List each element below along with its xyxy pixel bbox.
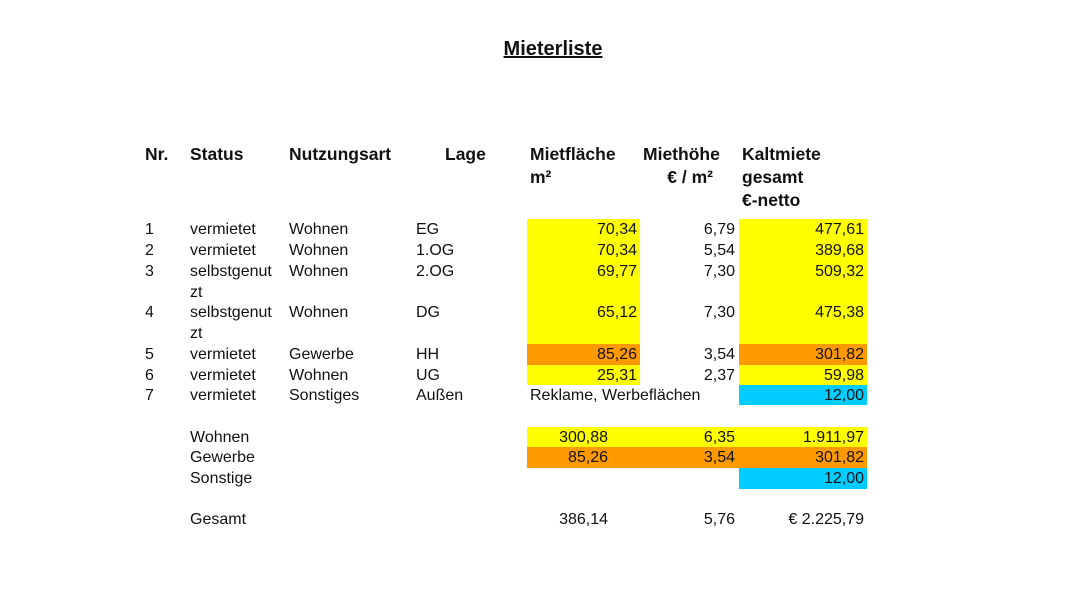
header-line: Miethöhe xyxy=(643,144,720,164)
row-nutzungsart: Wohnen xyxy=(289,263,349,280)
row-nr: 3 xyxy=(145,263,154,280)
row-nr: 6 xyxy=(145,367,154,384)
row-status: vermietet xyxy=(190,242,256,259)
header-line: m² xyxy=(530,167,552,187)
row-lage: 1.OG xyxy=(416,242,455,259)
cell-highlight xyxy=(739,302,867,344)
cell-highlight xyxy=(527,219,640,240)
cell-highlight xyxy=(527,344,640,365)
row-status: selbstgenut xyxy=(190,263,272,280)
row-status-wrap: zt xyxy=(190,325,203,342)
cell-highlight xyxy=(739,385,867,405)
row-miethoehe: 5,54 xyxy=(703,242,735,259)
cell-highlight xyxy=(739,240,867,261)
row-lage: EG xyxy=(416,221,440,238)
row-nr: 4 xyxy=(145,304,154,321)
row-kaltmiete: 59,98 xyxy=(823,367,864,384)
row-status: vermietet xyxy=(190,387,256,404)
header-line: €-netto xyxy=(742,190,801,210)
summary-miethoehe: 3,54 xyxy=(703,449,735,466)
row-status: vermietet xyxy=(190,221,256,238)
row-lage: Außen xyxy=(416,387,464,404)
summary-kaltmiete: 1.911,97 xyxy=(802,429,864,446)
header-line: Mietfläche xyxy=(530,144,616,164)
row-kaltmiete: 475,38 xyxy=(815,304,864,321)
cell-highlight xyxy=(527,240,640,261)
summary-mietflaeche: 300,88 xyxy=(559,429,608,446)
row-nutzungsart: Wohnen xyxy=(289,242,349,259)
header-miethoehe: Miethöhe € / m² xyxy=(643,143,720,189)
row-nr: 1 xyxy=(145,221,154,238)
row-kaltmiete: 389,68 xyxy=(815,242,864,259)
summary-label: Wohnen xyxy=(190,429,250,446)
row-status: selbstgenut xyxy=(190,304,272,321)
row-lage: HH xyxy=(416,346,440,363)
header-mietflaeche: Mietfläche m² xyxy=(530,143,616,189)
row-mietflaeche: 65,12 xyxy=(596,304,637,321)
summary-kaltmiete: 301,82 xyxy=(815,449,864,466)
page-title: Mieterliste xyxy=(503,38,603,60)
summary-miethoehe: 6,35 xyxy=(703,429,735,446)
row-lage: 2.OG xyxy=(416,263,455,280)
summary-highlight xyxy=(739,468,867,489)
cell-highlight xyxy=(527,261,640,302)
row-mietflaeche: 69,77 xyxy=(596,263,637,280)
row-status: vermietet xyxy=(190,346,256,363)
header-nutzungsart: Nutzungsart xyxy=(289,144,392,164)
header-line: gesamt xyxy=(742,167,804,187)
summary-label: Gewerbe xyxy=(190,449,255,466)
cell-highlight xyxy=(527,365,640,385)
header-status: Status xyxy=(190,144,244,164)
row-miethoehe: 7,30 xyxy=(703,263,735,280)
row-miethoehe: 7,30 xyxy=(703,304,735,321)
row-status-wrap: zt xyxy=(190,284,203,301)
row-miethoehe: 2,37 xyxy=(703,367,735,384)
header-nr: Nr. xyxy=(145,144,169,164)
row-mietflaeche: 85,26 xyxy=(596,346,637,363)
summary-highlight xyxy=(527,427,867,448)
row-kaltmiete: 477,61 xyxy=(815,221,864,238)
row-mietflaeche: 70,34 xyxy=(596,242,637,259)
header-lage: Lage xyxy=(445,144,486,164)
row-miethoehe: 6,79 xyxy=(703,221,735,238)
row-mietflaeche: 70,34 xyxy=(596,221,637,238)
summary-kaltmiete: 12,00 xyxy=(823,470,864,487)
row-nutzungsart: Wohnen xyxy=(289,367,349,384)
row-note: Reklame, Werbeflächen xyxy=(530,387,701,404)
cell-highlight xyxy=(739,219,867,240)
cell-highlight xyxy=(739,261,867,302)
row-nr: 5 xyxy=(145,346,154,363)
total-mietflaeche: 386,14 xyxy=(559,511,608,528)
summary-label: Sonstige xyxy=(190,470,253,487)
row-nr: 7 xyxy=(145,387,154,404)
total-label: Gesamt xyxy=(190,511,247,528)
row-lage: DG xyxy=(416,304,440,321)
row-nr: 2 xyxy=(145,242,154,259)
cell-highlight xyxy=(739,344,867,365)
summary-mietflaeche: 85,26 xyxy=(567,449,608,466)
total-kaltmiete: € 2.225,79 xyxy=(788,511,864,528)
cell-highlight xyxy=(527,302,640,344)
row-kaltmiete: 301,82 xyxy=(815,346,864,363)
row-kaltmiete: 12,00 xyxy=(823,387,864,404)
row-nutzungsart: Sonstiges xyxy=(289,387,360,404)
row-kaltmiete: 509,32 xyxy=(815,263,864,280)
row-nutzungsart: Wohnen xyxy=(289,221,349,238)
row-status: vermietet xyxy=(190,367,256,384)
row-nutzungsart: Gewerbe xyxy=(289,346,354,363)
header-line: € / m² xyxy=(667,167,713,187)
header-line: Kaltmiete xyxy=(742,144,821,164)
row-miethoehe: 3,54 xyxy=(703,346,735,363)
header-kaltmiete: Kaltmiete gesamt €-netto xyxy=(742,143,821,212)
row-lage: UG xyxy=(416,367,440,384)
row-nutzungsart: Wohnen xyxy=(289,304,349,321)
cell-highlight xyxy=(739,365,867,385)
summary-highlight xyxy=(527,447,867,468)
total-miethoehe: 5,76 xyxy=(703,511,735,528)
row-mietflaeche: 25,31 xyxy=(596,367,637,384)
